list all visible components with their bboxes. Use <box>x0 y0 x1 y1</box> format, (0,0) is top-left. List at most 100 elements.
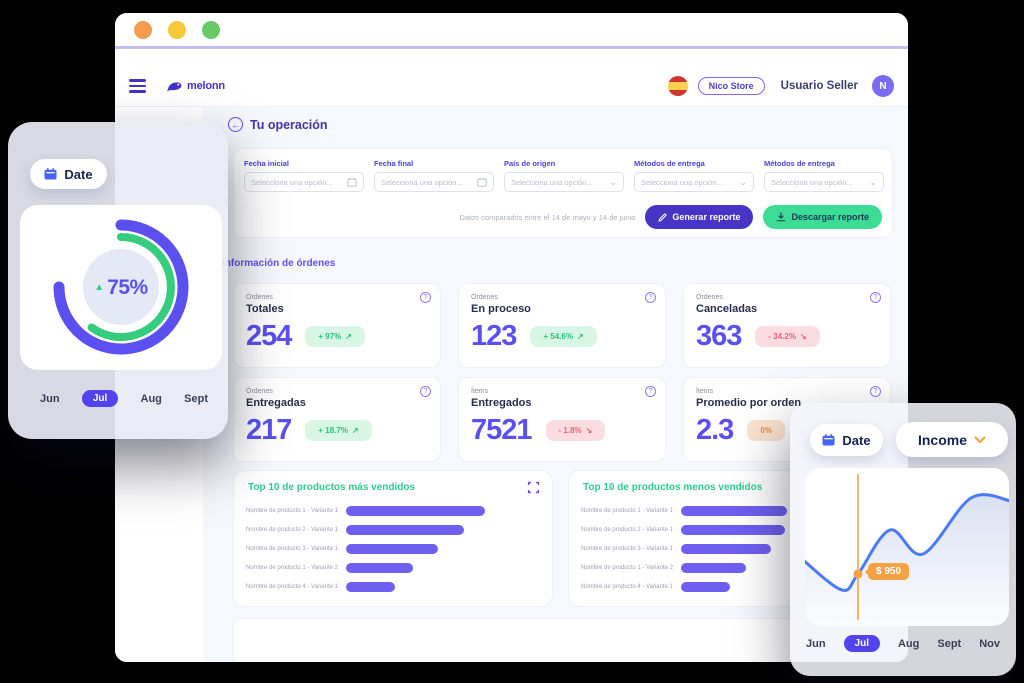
month-selector: Jun Jul Aug Sept Nov <box>790 635 1016 652</box>
section-title: Información de órdenes <box>222 258 336 269</box>
month-item[interactable]: Sept <box>937 637 962 650</box>
chevron-down-icon <box>974 435 986 443</box>
month-item[interactable]: Aug <box>897 637 920 650</box>
expand-icon[interactable] <box>527 481 540 494</box>
trend-badge: 0% <box>747 420 785 441</box>
stat-card-en-proceso: Órdenes En proceso 123 + 54.6% ↗ ? <box>458 283 666 368</box>
bar <box>681 581 730 592</box>
stat-value: 123 <box>471 320 517 352</box>
bar <box>346 505 485 516</box>
calendar-icon <box>347 177 357 187</box>
metodos-entrega-field-1[interactable] <box>641 177 736 187</box>
spain-flag-icon[interactable] <box>667 76 688 96</box>
filter-label: Fecha final <box>374 159 414 168</box>
browser-window: melonn Nico Store Usuario Seller N ← Tu … <box>115 13 908 662</box>
month-item[interactable]: Sept <box>184 392 208 405</box>
stat-value: 7521 <box>471 414 533 446</box>
trend-up-icon: ↗ <box>351 426 359 435</box>
filter-label: Fecha inicial <box>244 159 290 168</box>
filter-metodos-entrega-2: Métodos de entrega ⌄ <box>764 159 884 192</box>
download-icon <box>777 212 786 222</box>
pais-origen-field[interactable] <box>511 177 606 187</box>
help-icon[interactable]: ? <box>420 292 431 303</box>
bar-row: Nombre de producto 1 - Variante 2 <box>579 558 877 577</box>
avatar[interactable]: N <box>872 75 894 97</box>
help-icon[interactable]: ? <box>870 386 881 397</box>
window-titlebar <box>115 13 908 46</box>
generate-report-button[interactable]: Generar reporte <box>645 205 754 229</box>
bar-chart: Nombre de producto 1 - Variante 1 Nombre … <box>244 501 542 596</box>
window-control-icon[interactable] <box>134 20 152 39</box>
stat-title: Entregadas <box>246 397 306 409</box>
bar-row: Nombre de producto 4 - Variante 1 <box>244 577 542 596</box>
filter-label: Métodos de entrega <box>764 159 835 168</box>
month-item[interactable]: Jul <box>843 635 880 652</box>
filter-fecha-inicial: Fecha inicial <box>244 159 364 192</box>
bar-label: Nombre de producto 3 - Variante 1 <box>581 545 673 552</box>
metodos-entrega-select-1[interactable]: ⌄ <box>634 172 754 192</box>
help-icon[interactable]: ? <box>420 386 431 397</box>
bar-label: Nombre de producto 1 - Variante 1 <box>246 507 338 514</box>
donut-card: ▲ 75% <box>20 205 222 370</box>
month-item[interactable]: Jun <box>40 392 60 405</box>
date-pill[interactable]: Date <box>810 424 883 456</box>
stat-card-entregadas: Órdenes Entregadas 217 + 18.7% ↗ ? <box>233 377 441 462</box>
stat-category: Ítems <box>696 388 714 395</box>
download-report-button[interactable]: Descargar reporte <box>763 205 882 229</box>
window-control-icon[interactable] <box>202 20 220 39</box>
metodos-entrega-select-2[interactable]: ⌄ <box>764 172 884 192</box>
fecha-inicial-field[interactable] <box>251 177 343 187</box>
stat-title: Canceladas <box>696 303 758 315</box>
bar <box>346 524 465 535</box>
fecha-final-input[interactable] <box>374 172 494 192</box>
help-icon[interactable]: ? <box>870 292 881 303</box>
back-button[interactable]: ← <box>228 117 243 132</box>
month-selector: Jun Jul Aug Sept <box>8 390 228 407</box>
value-tooltip: $ 950 <box>868 563 910 580</box>
stat-title: Entregados <box>471 397 532 409</box>
date-pill[interactable]: Date <box>30 159 107 189</box>
bar <box>681 505 787 516</box>
trend-badge: + 54.6% ↗ <box>530 326 597 347</box>
window-control-icon[interactable] <box>168 20 186 39</box>
bar <box>681 543 772 554</box>
month-item[interactable]: Nov <box>979 637 1000 650</box>
month-item[interactable]: Jun <box>806 637 826 650</box>
help-icon[interactable]: ? <box>645 292 656 303</box>
bar-row: Nombre de producto 4 - Variante 1 <box>579 577 877 596</box>
bar-label: Nombre de producto 1 - Variante 2 <box>246 564 338 571</box>
bar-row: Nombre de producto 1 - Variante 2 <box>244 558 542 577</box>
stat-category: Órdenes <box>696 294 723 301</box>
bar <box>681 562 747 573</box>
month-item[interactable]: Jul <box>81 390 119 407</box>
fecha-final-field[interactable] <box>381 177 473 187</box>
pais-origen-select[interactable]: ⌄ <box>504 172 624 192</box>
calendar-icon <box>44 168 57 180</box>
pen-icon <box>658 212 668 222</box>
melonn-logo[interactable]: melonn <box>166 80 225 93</box>
income-chart-panel: $ 950 <box>805 468 1009 626</box>
bar <box>681 524 786 535</box>
date-pill-label: Date <box>842 432 871 448</box>
metodos-entrega-field-2[interactable] <box>771 177 866 187</box>
stat-value: 217 <box>246 414 292 446</box>
fecha-inicial-input[interactable] <box>244 172 364 192</box>
help-icon[interactable]: ? <box>645 386 656 397</box>
income-metric-dropdown[interactable]: Income <box>896 422 1008 457</box>
filter-label: Métodos de entrega <box>634 159 705 168</box>
stat-card-totales: Órdenes Totales 254 + 97% ↗ ? <box>233 283 441 368</box>
date-donut-widget: Date ▲ 75% Jun Jul Aug Sept <box>8 122 228 439</box>
calendar-icon <box>477 177 487 187</box>
bar-label: Nombre de producto 4 - Variante 1 <box>246 583 338 590</box>
trend-up-icon: ↗ <box>345 332 352 341</box>
bar-row: Nombre de producto 1 - Variante 1 <box>579 501 877 520</box>
trend-badge: + 18.7% ↗ <box>305 420 372 441</box>
trend-up-icon: ↗ <box>576 332 584 341</box>
trend-badge: + 97% ↗ <box>305 326 365 347</box>
bar-label: Nombre de producto 1 - Variante 2 <box>581 564 673 571</box>
store-badge[interactable]: Nico Store <box>697 77 765 95</box>
user-name[interactable]: Usuario Seller <box>780 80 858 92</box>
menu-icon[interactable] <box>129 79 146 93</box>
chart-title: Top 10 de productos menos vendidos <box>583 482 763 493</box>
month-item[interactable]: Aug <box>140 392 162 405</box>
